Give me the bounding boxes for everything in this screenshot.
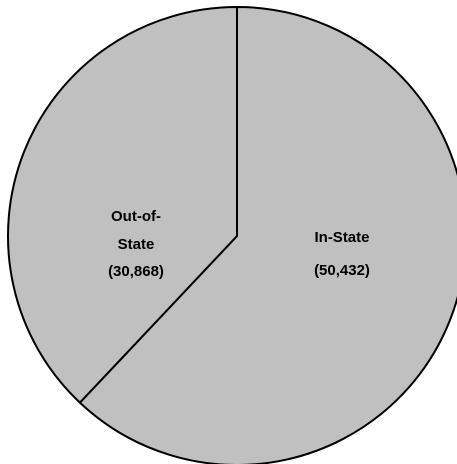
- slice-in-state: [78, 6, 457, 464]
- label-out-of-state-line1: Out-of-: [111, 208, 161, 225]
- pie-labels: In-State (50,432) Out-of- State (30,868): [108, 208, 370, 280]
- label-in-state: In-State: [314, 229, 369, 246]
- pie-slices: [6, 6, 457, 464]
- slice-out-of-state: [6, 6, 238, 404]
- label-out-of-state-line2: State: [118, 236, 155, 253]
- label-in-state-value: (50,432): [314, 262, 370, 279]
- label-out-of-state-value: (30,868): [108, 263, 164, 280]
